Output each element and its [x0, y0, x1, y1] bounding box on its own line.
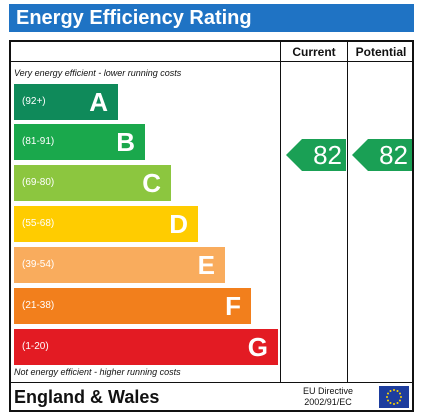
eu-flag-icon: [379, 386, 409, 408]
band-letter: F: [225, 291, 241, 321]
divider: [280, 42, 281, 382]
directive-line: EU Directive: [303, 386, 354, 396]
current-rating-arrow: 82: [286, 139, 346, 171]
band-c: (69-80) C: [14, 165, 171, 201]
band-a: (92+) A: [14, 84, 118, 120]
divider: [347, 42, 348, 382]
band-letter: C: [142, 168, 161, 198]
chart-title: Energy Efficiency Rating: [9, 4, 414, 32]
current-rating-value: 82: [313, 140, 342, 170]
divider: [11, 61, 412, 62]
potential-column-header: Potential: [355, 45, 407, 59]
band-letter: B: [116, 127, 135, 157]
efficient-note: Very energy efficient - lower running co…: [14, 68, 182, 78]
directive-line: 2002/91/EC: [304, 397, 352, 407]
eu-directive: EU Directive 2002/91/EC: [303, 386, 353, 408]
current-column-header: Current: [292, 45, 336, 59]
band-letter: E: [197, 250, 215, 280]
band-range: (92+): [22, 96, 46, 107]
potential-rating-value: 82: [379, 140, 408, 170]
potential-rating-arrow: 82: [352, 139, 412, 171]
band-range: (1-20): [22, 341, 49, 352]
band-range: (39-54): [22, 259, 55, 270]
divider: [11, 382, 412, 383]
band-b: (81-91) B: [14, 124, 145, 160]
band-letter: D: [169, 209, 188, 239]
region-label: England & Wales: [14, 387, 160, 407]
band-range: (69-80): [22, 177, 55, 188]
band-g: (1-20) G: [14, 329, 278, 365]
band-range: (81-91): [22, 136, 55, 147]
rating-frame: Current Potential Very energy efficient …: [9, 40, 414, 412]
band-range: (55-68): [22, 218, 55, 229]
band-f: (21-38) F: [14, 288, 251, 324]
inefficient-note: Not energy efficient - higher running co…: [14, 367, 181, 377]
band-letter: A: [89, 87, 108, 117]
band-letter: G: [247, 332, 268, 362]
band-e: (39-54) E: [14, 247, 225, 283]
band-range: (21-38): [22, 300, 55, 311]
band-d: (55-68) D: [14, 206, 198, 242]
